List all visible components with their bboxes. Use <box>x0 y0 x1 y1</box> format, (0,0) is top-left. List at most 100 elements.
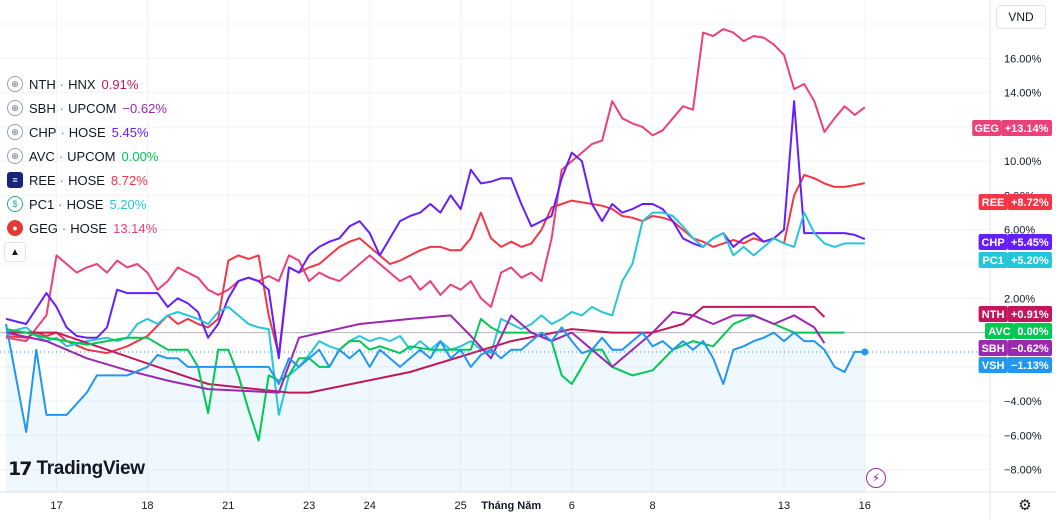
y-tick-label: −6.00% <box>1004 430 1042 442</box>
end-value-badge-pc1 <box>1007 252 1052 268</box>
series-line-vsh <box>5 323 865 433</box>
sbh-logo-icon: ⊕ <box>7 100 23 116</box>
end-symbol-badge-nth <box>978 306 1008 322</box>
x-tick-label: 21 <box>222 500 234 512</box>
end-symbol-label: CHP <box>981 237 1004 249</box>
legend-exchange: HOSE <box>68 172 105 188</box>
legend-row-ree[interactable]: ≡ REE · HOSE 8.72% <box>4 168 204 192</box>
end-symbol-label: REE <box>982 197 1005 209</box>
y-tick-label: −4.00% <box>1004 396 1042 408</box>
x-tick-label: 16 <box>859 500 871 512</box>
end-value-label: −1.13% <box>1011 360 1049 372</box>
end-symbol-badge-geg <box>972 120 1002 136</box>
end-value-label: +5.20% <box>1011 255 1049 267</box>
legend-row-chp[interactable]: ⊕ CHP · HOSE 5.45% <box>4 120 204 144</box>
legend-change: 13.14% <box>113 220 158 236</box>
end-value-badge-vsh <box>1007 357 1052 373</box>
end-symbol-badge-sbh <box>978 340 1008 356</box>
chevron-up-icon: ▲ <box>10 246 20 258</box>
end-value-badge-ree <box>1007 194 1052 210</box>
tradingview-logo[interactable]: 17 TradingView <box>8 458 145 480</box>
currency-selector-button[interactable]: VND <box>996 5 1046 29</box>
legend-row-sbh[interactable]: ⊕ SBH · UPCOM −0.62% <box>4 96 204 120</box>
avc-logo-icon: ⊕ <box>7 148 23 164</box>
y-tick-label: 16.00% <box>1004 53 1042 65</box>
legend-change: 0.91% <box>101 76 139 92</box>
series-line-avc <box>5 314 845 442</box>
vsh-last-point <box>861 348 869 356</box>
end-symbol-label: SBH <box>981 343 1004 355</box>
legend-symbol: NTH <box>29 76 56 92</box>
legend-symbol: CHP <box>29 124 57 140</box>
end-symbol-badge-avc <box>985 323 1014 339</box>
end-symbol-label: VSH <box>982 360 1005 372</box>
series-line-sbh <box>5 311 826 394</box>
legend-symbol: REE <box>29 172 56 188</box>
legend-row-avc[interactable]: ⊕ AVC · UPCOM 0.00% <box>4 144 204 168</box>
end-value-label: −0.62% <box>1011 343 1049 355</box>
x-tick-label: 13 <box>778 500 790 512</box>
end-symbol-label: NTH <box>982 309 1005 321</box>
end-symbol-badge-ree <box>978 194 1008 210</box>
end-value-badge-nth <box>1007 306 1052 322</box>
legend-symbol: AVC <box>29 148 55 164</box>
legend-exchange: HOSE <box>68 124 106 140</box>
legend-exchange: UPCOM <box>68 100 117 116</box>
end-symbol-badge-chp <box>978 234 1008 250</box>
legend-row-pc1[interactable]: $ PC1 · HOSE 5.20% <box>4 192 204 216</box>
legend-separator: · <box>59 76 65 92</box>
series-line-geg <box>5 28 866 343</box>
end-symbol-badge-pc1 <box>978 252 1008 268</box>
pc1-logo-icon: $ <box>7 196 23 212</box>
x-tick-label: 18 <box>141 500 153 512</box>
vsh-area-fill <box>6 324 865 492</box>
gear-icon[interactable]: ⚙ <box>1018 497 1032 514</box>
ree-logo-icon: ≡ <box>7 172 23 188</box>
x-tick-label: 23 <box>303 500 315 512</box>
y-tick-label: 10.00% <box>1004 156 1042 168</box>
legend-change: 0.00% <box>121 148 159 164</box>
y-tick-label: −8.00% <box>1004 465 1042 477</box>
legend-separator: · <box>59 172 65 188</box>
end-symbol-badge-vsh <box>978 357 1008 373</box>
x-tick-label: 8 <box>650 500 656 512</box>
legend-exchange: UPCOM <box>67 148 116 164</box>
legend-change: 8.72% <box>110 172 148 188</box>
x-tick-label: 17 <box>50 500 62 512</box>
end-value-label: 0.00% <box>1017 326 1048 338</box>
end-value-label: +8.72% <box>1011 197 1049 209</box>
collapse-legend-button[interactable]: ▲ <box>4 242 26 262</box>
end-value-badge-chp <box>1007 234 1052 250</box>
legend-separator: · <box>59 100 65 116</box>
x-tick-label: 24 <box>364 500 376 512</box>
end-value-label: +5.45% <box>1011 237 1049 249</box>
end-symbol-label: AVC <box>988 326 1010 338</box>
end-value-badge-sbh <box>1007 340 1052 356</box>
end-symbol-label: GEG <box>974 123 998 135</box>
end-value-badge-geg <box>1001 120 1052 136</box>
legend-symbol: SBH <box>29 100 56 116</box>
legend-row-nth[interactable]: ⊕ NTH · HNX 0.91% <box>4 72 204 96</box>
end-value-label: +0.91% <box>1011 309 1049 321</box>
y-tick-label: 2.00% <box>1004 293 1035 305</box>
x-tick-label: 25 <box>455 500 467 512</box>
y-tick-label: 6.00% <box>1004 225 1035 237</box>
end-value-label: +13.14% <box>1005 123 1049 135</box>
legend-change: 5.20% <box>109 196 147 212</box>
x-tick-label: 6 <box>569 500 575 512</box>
legend-separator: · <box>58 148 64 164</box>
x-tick-label: Tháng Năm <box>481 500 541 512</box>
legend-exchange: HOSE <box>66 196 104 212</box>
end-value-badge-avc <box>1014 323 1052 339</box>
legend-row-geg[interactable]: ● GEG · HOSE 13.14% <box>4 216 204 240</box>
symbol-legend: ⊕ NTH · HNX 0.91% ⊕ SBH · UPCOM −0.62% ⊕… <box>4 72 204 240</box>
legend-symbol: GEG <box>29 220 58 236</box>
lightning-icon[interactable]: ⚡ <box>866 468 886 488</box>
legend-separator: · <box>58 196 63 212</box>
chp-logo-icon: ⊕ <box>7 124 23 140</box>
geg-logo-icon: ● <box>7 220 23 236</box>
end-symbol-label: PC1 <box>982 255 1003 267</box>
y-tick-label: 14.00% <box>1004 88 1042 100</box>
tradingview-wordmark: TradingView <box>36 458 145 479</box>
